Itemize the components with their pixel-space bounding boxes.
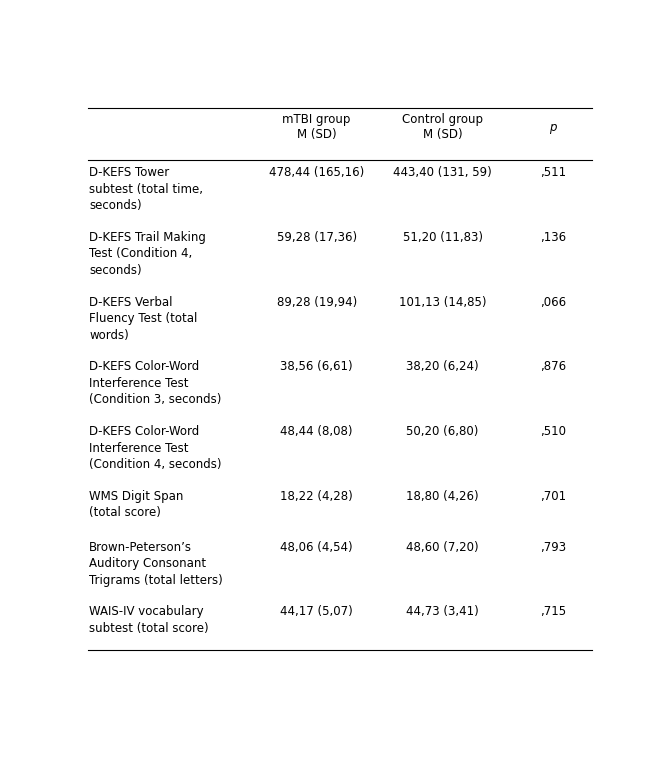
Text: 38,56 (6,61): 38,56 (6,61) — [280, 360, 353, 373]
Text: 48,06 (4,54): 48,06 (4,54) — [280, 541, 353, 554]
Text: 48,44 (8,08): 48,44 (8,08) — [280, 425, 353, 438]
Text: 443,40 (131, 59): 443,40 (131, 59) — [393, 166, 492, 179]
Text: ,701: ,701 — [540, 490, 566, 503]
Text: WAIS-IV vocabulary
subtest (total score): WAIS-IV vocabulary subtest (total score) — [89, 605, 209, 635]
Text: 101,13 (14,85): 101,13 (14,85) — [399, 295, 486, 308]
Text: D-KEFS Color-Word
Interference Test
(Condition 3, seconds): D-KEFS Color-Word Interference Test (Con… — [89, 360, 221, 406]
Text: 44,17 (5,07): 44,17 (5,07) — [280, 605, 353, 618]
Text: WMS Digit Span
(total score): WMS Digit Span (total score) — [89, 490, 184, 519]
Text: ,510: ,510 — [540, 425, 566, 438]
Text: 48,60 (7,20): 48,60 (7,20) — [406, 541, 479, 554]
Text: 50,20 (6,80): 50,20 (6,80) — [406, 425, 479, 438]
Text: ,793: ,793 — [540, 541, 566, 554]
Text: ,066: ,066 — [540, 295, 566, 308]
Text: ,511: ,511 — [540, 166, 566, 179]
Text: 44,73 (3,41): 44,73 (3,41) — [406, 605, 479, 618]
Text: 38,20 (6,24): 38,20 (6,24) — [406, 360, 479, 373]
Text: ,876: ,876 — [540, 360, 566, 373]
Text: 478,44 (165,16): 478,44 (165,16) — [269, 166, 364, 179]
Text: ,136: ,136 — [540, 231, 566, 244]
Text: ,715: ,715 — [540, 605, 566, 618]
Text: D-KEFS Verbal
Fluency Test (total
words): D-KEFS Verbal Fluency Test (total words) — [89, 295, 198, 342]
Text: 89,28 (19,94): 89,28 (19,94) — [276, 295, 357, 308]
Text: 18,22 (4,28): 18,22 (4,28) — [280, 490, 353, 503]
Text: Control group
M (SD): Control group M (SD) — [402, 113, 483, 141]
Text: p: p — [549, 121, 557, 134]
Text: Brown-Peterson’s
Auditory Consonant
Trigrams (total letters): Brown-Peterson’s Auditory Consonant Trig… — [89, 541, 223, 587]
Text: 18,80 (4,26): 18,80 (4,26) — [406, 490, 479, 503]
Text: D-KEFS Color-Word
Interference Test
(Condition 4, seconds): D-KEFS Color-Word Interference Test (Con… — [89, 425, 221, 471]
Text: mTBI group
M (SD): mTBI group M (SD) — [282, 113, 351, 141]
Text: D-KEFS Tower
subtest (total time,
seconds): D-KEFS Tower subtest (total time, second… — [89, 166, 203, 212]
Text: D-KEFS Trail Making
Test (Condition 4,
seconds): D-KEFS Trail Making Test (Condition 4, s… — [89, 231, 206, 277]
Text: 51,20 (11,83): 51,20 (11,83) — [402, 231, 483, 244]
Text: 59,28 (17,36): 59,28 (17,36) — [276, 231, 357, 244]
